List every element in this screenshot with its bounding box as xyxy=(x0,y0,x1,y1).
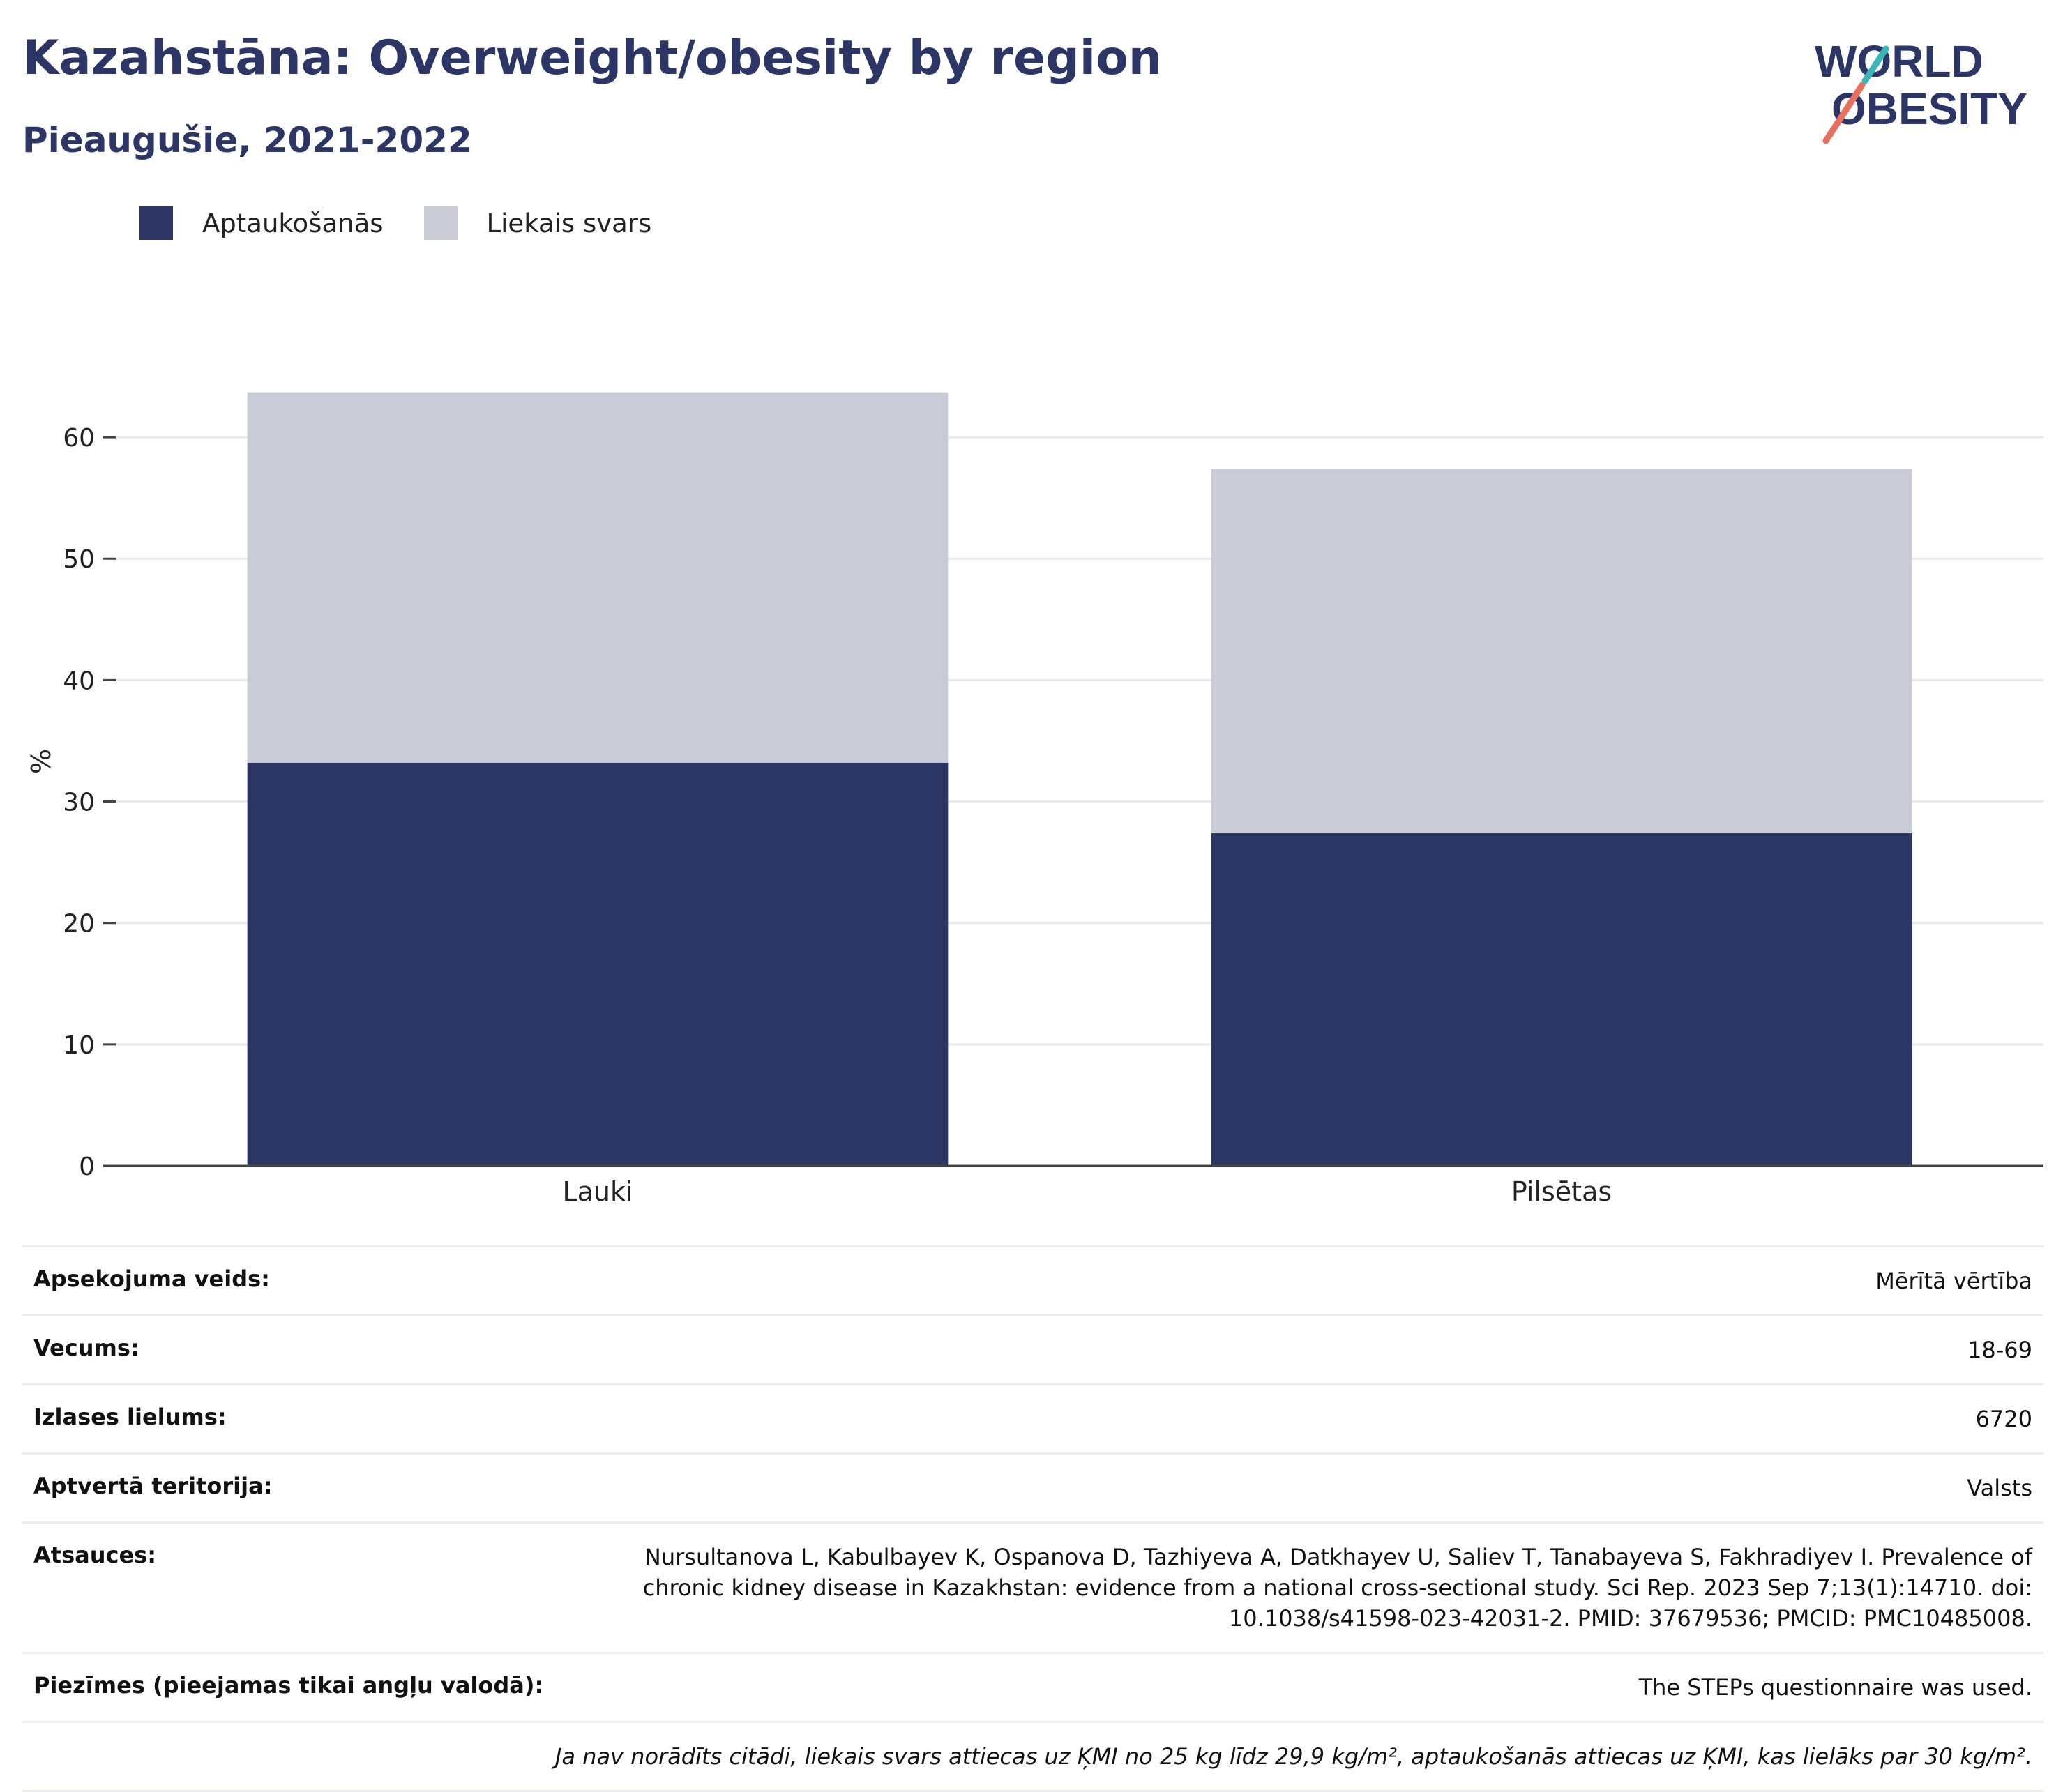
info-value: Mērītā vērtība xyxy=(1875,1268,2032,1294)
info-key: Apsekojuma veids: xyxy=(33,1266,270,1292)
info-key: Izlases lielums: xyxy=(33,1404,227,1430)
logo-line2: OBESITY xyxy=(1831,84,2027,134)
bar-chart: 0 10 20 30 40 50 60 Lauki Pilsētas % xyxy=(26,392,2043,1207)
legend-label-overweight: Liekais svars xyxy=(486,208,652,238)
info-row-sample-size: Izlases lielums: 6720 xyxy=(22,1383,2043,1452)
x-tick-label: Pilsētas xyxy=(1511,1176,1612,1207)
info-key: Piezīmes (pieejamas tikai angļu valodā): xyxy=(33,1672,544,1699)
info-key: Aptvertā teritorija: xyxy=(33,1473,273,1499)
footnote: Ja nav norādīts citādi, liekais svars at… xyxy=(554,1743,2032,1770)
y-tick-label: 0 xyxy=(79,1153,95,1181)
y-tick-label: 10 xyxy=(63,1031,95,1060)
info-row-survey-type: Apsekojuma veids: Mērītā vērtība xyxy=(22,1245,2043,1314)
bar-obesity xyxy=(1211,833,1912,1166)
y-axis-label: % xyxy=(26,749,56,774)
legend-label-obesity: Aptaukošanās xyxy=(202,208,384,238)
info-row-references: Atsauces: Nursultanova L, Kabulbayev K, … xyxy=(22,1521,2043,1652)
legend-swatch-obesity xyxy=(139,206,173,240)
info-row-notes: Piezīmes (pieejamas tikai angļu valodā):… xyxy=(22,1652,2043,1721)
info-key: Vecums: xyxy=(33,1335,139,1361)
info-value: 18-69 xyxy=(1967,1337,2032,1363)
info-row-coverage: Aptvertā teritorija: Valsts xyxy=(22,1452,2043,1521)
chart-title: Kazahstāna: Overweight/obesity by region xyxy=(22,31,1163,86)
info-value: The STEPs questionnaire was used. xyxy=(1638,1674,2032,1701)
logo-line1: WORLD xyxy=(1815,36,1983,86)
info-value: Nursultanova L, Kabulbayev K, Ospanova D… xyxy=(642,1544,2032,1632)
y-tick-label: 50 xyxy=(63,545,95,574)
x-tick-label: Lauki xyxy=(562,1176,633,1207)
chart-legend: Aptaukošanās Liekais svars xyxy=(139,206,692,240)
legend-swatch-overweight xyxy=(423,206,458,240)
y-tick-label: 20 xyxy=(63,910,95,939)
legend-item-obesity: Aptaukošanās xyxy=(139,206,384,240)
footnote-row: Ja nav norādīts citādi, liekais svars at… xyxy=(22,1721,2043,1792)
info-table: Apsekojuma veids: Mērītā vērtība Vecums:… xyxy=(22,1245,2043,1792)
info-value: Valsts xyxy=(1967,1475,2032,1501)
y-tick-label: 30 xyxy=(63,789,95,817)
info-key: Atsauces: xyxy=(33,1542,156,1568)
chart-subtitle: Pieaugušie, 2021-2022 xyxy=(22,120,472,160)
bar-overweight xyxy=(1211,469,1912,833)
world-obesity-logo: WORLD OBESITY xyxy=(1815,36,2027,144)
info-row-age: Vecums: 18-69 xyxy=(22,1314,2043,1383)
y-tick-label: 40 xyxy=(63,667,95,695)
y-tick-label: 60 xyxy=(63,424,95,453)
bar-overweight xyxy=(247,392,949,763)
bar-obesity xyxy=(247,762,949,1166)
info-value: 6720 xyxy=(1975,1406,2032,1432)
legend-item-overweight: Liekais svars xyxy=(423,206,652,240)
